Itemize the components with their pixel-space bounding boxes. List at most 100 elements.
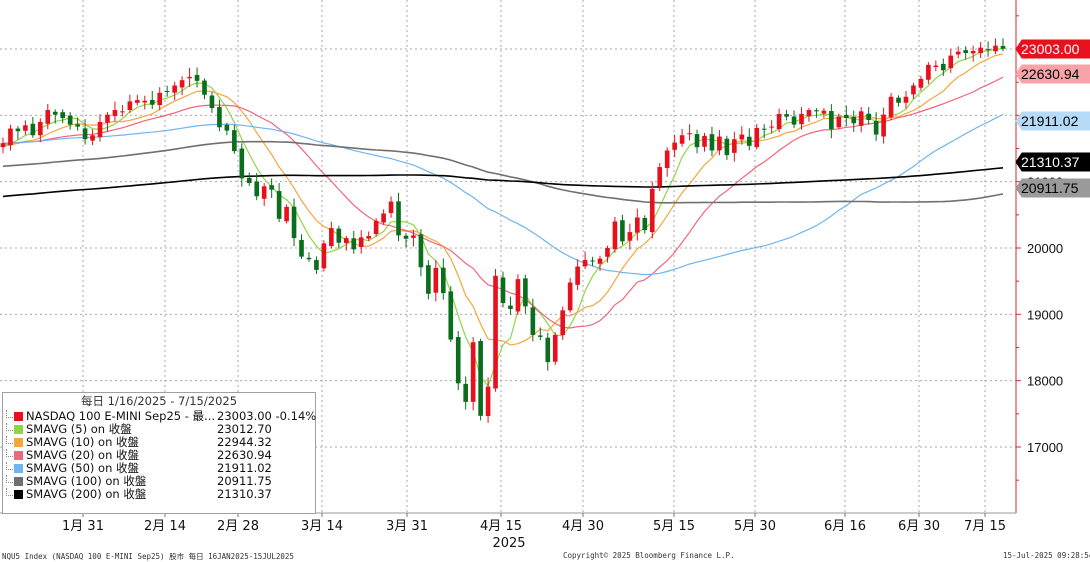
- candle: [142, 95, 148, 110]
- legend-label: NASDAQ 100 E-MINI Sep25 - 最...: [26, 409, 216, 423]
- candle-body-down: [508, 305, 513, 310]
- ma-line-10: [2, 53, 1004, 346]
- candle-body-down: [478, 341, 483, 416]
- candle-body-down: [694, 134, 700, 148]
- candle-body-up: [933, 65, 939, 68]
- candle-body-down: [246, 177, 252, 183]
- candle: [97, 114, 103, 142]
- candle: [284, 204, 289, 224]
- candle-body-down: [224, 124, 230, 131]
- candle-body-down: [67, 115, 73, 125]
- candle: [754, 124, 760, 150]
- candle: [896, 95, 901, 107]
- y-tick-label: 20000: [1027, 241, 1063, 256]
- x-tick-label: 6月 16: [824, 519, 866, 534]
- legend-row: SMAVG (50) on 收盤 21911.02: [3, 462, 315, 475]
- candle-body-up: [358, 237, 364, 248]
- candle-body-up: [978, 47, 983, 54]
- candle: [612, 216, 618, 253]
- candle: [269, 178, 274, 198]
- ma-line-200: [2, 167, 1004, 198]
- legend-label: SMAVG (200) on 收盤: [26, 487, 147, 501]
- candle: [23, 120, 28, 135]
- candle-body-down: [164, 90, 170, 92]
- candle: [709, 126, 715, 157]
- candle: [761, 124, 767, 139]
- candle: [321, 240, 327, 272]
- candle-body-down: [291, 206, 297, 239]
- candle: [955, 46, 961, 59]
- price-tag-bg: [1015, 178, 1090, 198]
- candle: [1000, 38, 1006, 52]
- candle-body-up: [381, 213, 386, 223]
- candle: [463, 376, 468, 410]
- candle-body-up: [493, 275, 498, 389]
- candle: [948, 48, 954, 73]
- legend-value: 20911.75: [217, 474, 272, 488]
- legend-value: 22944.32: [217, 435, 272, 449]
- candle-body-up: [664, 150, 670, 169]
- candle: [799, 107, 804, 130]
- legend-rows: NASDAQ 100 E-MINI Sep25 - 最... 23003.00 -…: [3, 409, 316, 501]
- candle: [112, 101, 118, 122]
- candle: [560, 306, 566, 340]
- candle-body-up: [948, 55, 954, 69]
- price-tag: 21911.02: [1015, 111, 1090, 131]
- legend-tree-connector: [6, 475, 13, 483]
- candle: [515, 274, 521, 315]
- candle: [552, 332, 558, 365]
- x-tick-label: 2月 28: [217, 519, 259, 534]
- candle: [224, 122, 230, 136]
- legend-row: SMAVG (100) on 收盤 20911.75: [3, 475, 315, 488]
- candle: [403, 232, 409, 248]
- candle-body-up: [955, 51, 961, 55]
- candle-body-down: [299, 239, 304, 257]
- candle: [702, 133, 707, 152]
- candle: [620, 214, 625, 246]
- candle-body-up: [485, 386, 491, 416]
- legend-label: SMAVG (5) on 收盤: [26, 422, 132, 436]
- price-tag-bg: [1015, 64, 1090, 84]
- candle: [635, 208, 640, 241]
- candle-body-up: [649, 188, 655, 233]
- candle-body-down: [202, 80, 207, 95]
- candle-body-up: [679, 135, 685, 144]
- candle-body-down: [829, 111, 834, 130]
- x-tick-label: 4月 30: [562, 519, 604, 534]
- x-tick-label: 1月 31: [62, 519, 104, 534]
- candle: [358, 230, 364, 254]
- candle: [687, 124, 692, 141]
- candle: [105, 112, 110, 132]
- legend-value: 22630.94: [217, 448, 272, 462]
- candle: [127, 94, 133, 113]
- candle-body-up: [135, 100, 140, 103]
- candle: [970, 45, 976, 62]
- candle: [8, 124, 13, 151]
- legend-label: SMAVG (10) on 收盤: [26, 435, 140, 449]
- candle: [261, 183, 267, 206]
- candle: [38, 118, 43, 143]
- candle-body-down: [724, 138, 730, 156]
- candle: [448, 286, 454, 343]
- candle-body-down: [530, 307, 536, 335]
- candle: [978, 42, 983, 59]
- candle-body-down: [963, 50, 968, 53]
- legend-tree-connector: [6, 462, 13, 470]
- candle: [396, 192, 401, 242]
- candle-body-up: [881, 114, 886, 137]
- candle-body-down: [448, 291, 454, 340]
- candle: [440, 258, 446, 300]
- candle-body-up: [470, 342, 476, 402]
- candle: [217, 99, 222, 132]
- candle-body-up: [179, 80, 185, 88]
- candle-body-down: [418, 234, 424, 268]
- ma-line-100: [2, 140, 1004, 204]
- candle: [172, 81, 177, 101]
- candle-body-down: [873, 121, 879, 135]
- candle-body-up: [433, 267, 439, 293]
- candle: [426, 260, 431, 300]
- candle: [784, 109, 789, 121]
- candle-body-up: [732, 139, 737, 153]
- candle: [530, 298, 536, 342]
- x-tick-label: 5月 15: [653, 519, 695, 534]
